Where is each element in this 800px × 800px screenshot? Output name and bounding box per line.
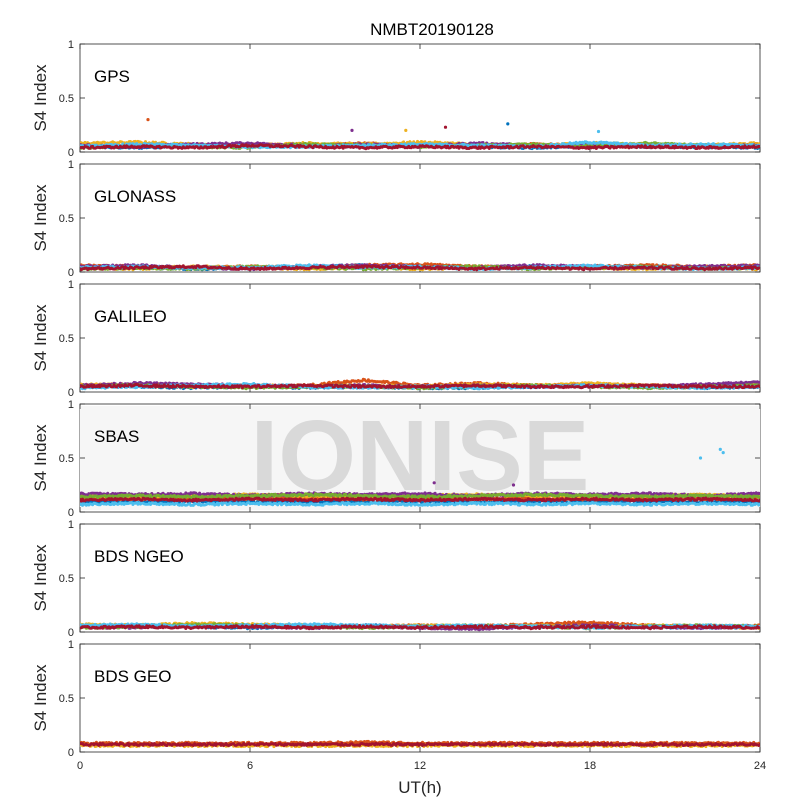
figure-title: NMBT20190128: [370, 20, 494, 39]
panel-gps: 0 0.5 1 S4 Index GPS: [31, 39, 761, 159]
outlier-point: [146, 118, 150, 122]
panel-label: GLONASS: [94, 187, 176, 206]
outlier-point: [443, 125, 448, 129]
series-7: [80, 143, 760, 151]
y-tick-label: 0: [68, 267, 74, 279]
panel-glonass: 0 0.5 1 S4 Index GLONASS: [31, 159, 761, 279]
y-tick-label: 1: [68, 39, 74, 51]
y-axis-label: S4 Index: [31, 184, 50, 252]
panel-label: GPS: [94, 67, 130, 86]
data-layer: [80, 118, 760, 151]
data-point: [758, 145, 760, 149]
axes-box: [79, 43, 761, 153]
outlier-point: [596, 129, 601, 134]
y-axis-label: S4 Index: [31, 64, 50, 132]
y-tick-label: 0.5: [59, 213, 74, 225]
outlier-point: [506, 122, 510, 126]
axes-box: [79, 163, 761, 273]
y-tick-label: 0.5: [59, 93, 74, 105]
data-layer: [80, 262, 760, 272]
y-tick-label: 0: [68, 147, 74, 159]
y-tick-label: 1: [68, 159, 74, 171]
outlier-point: [350, 128, 354, 132]
outlier-point: [404, 128, 408, 132]
